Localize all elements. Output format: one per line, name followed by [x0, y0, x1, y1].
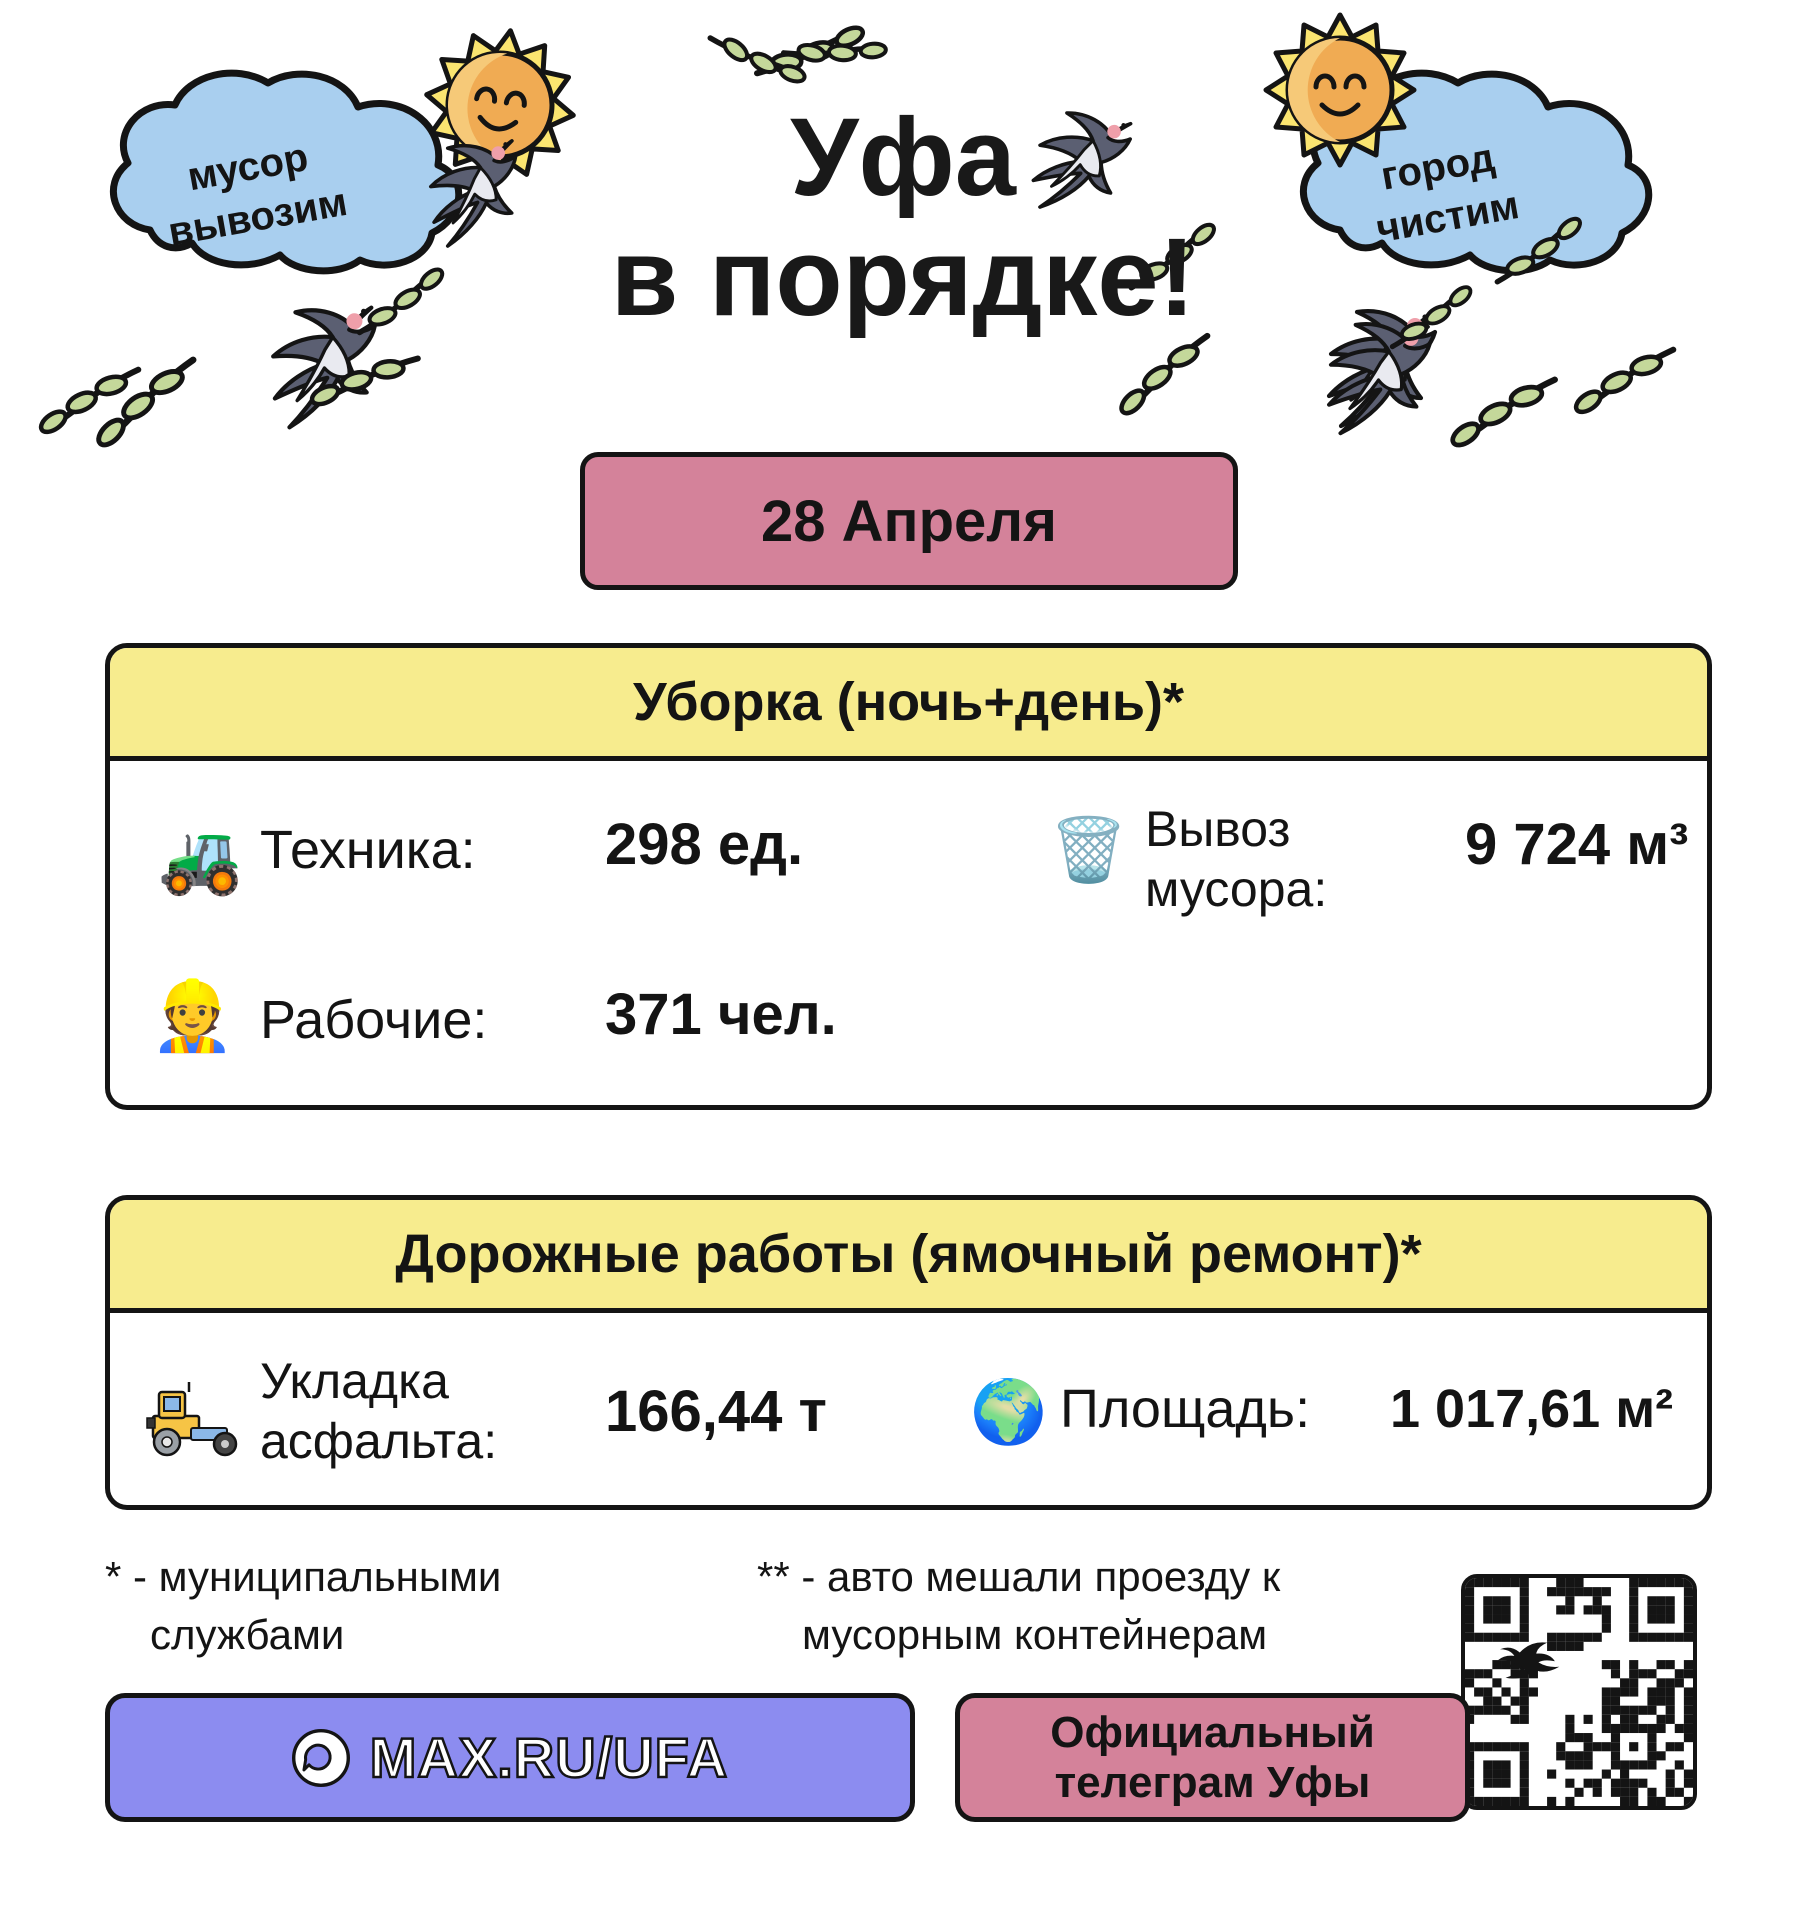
svg-text:Уфа: Уфа	[790, 96, 1017, 219]
svg-text:в порядке!: в порядке!	[611, 216, 1195, 339]
